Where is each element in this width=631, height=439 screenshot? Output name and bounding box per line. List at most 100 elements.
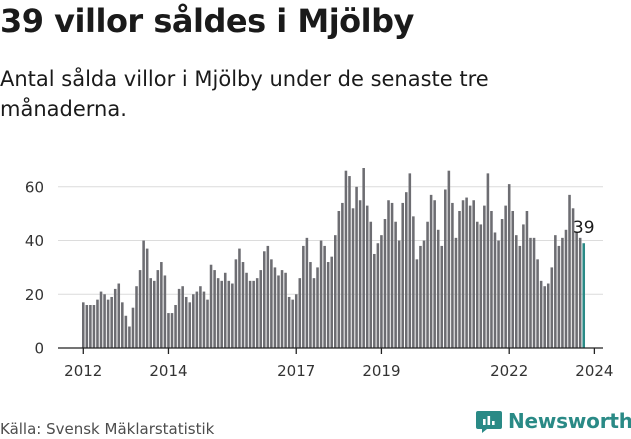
bar	[89, 305, 92, 348]
bar	[419, 245, 422, 348]
bar-highlight	[582, 243, 586, 348]
bar	[156, 270, 160, 348]
bar	[486, 173, 490, 348]
bar	[319, 240, 323, 348]
bar	[227, 280, 231, 348]
bar	[518, 245, 522, 348]
bar	[142, 240, 145, 348]
x-tick-label: 2022	[490, 362, 528, 380]
bar	[348, 176, 351, 348]
bar	[170, 313, 174, 348]
bar	[358, 200, 362, 348]
bar	[92, 305, 96, 348]
bar	[220, 280, 223, 348]
bar	[188, 302, 192, 348]
bar	[444, 189, 447, 348]
bar	[362, 168, 365, 348]
bar	[259, 270, 263, 348]
bar	[412, 216, 415, 348]
bar	[525, 210, 529, 348]
bar	[376, 243, 380, 348]
bar	[561, 237, 564, 348]
bar	[106, 299, 110, 348]
x-tick-label: 2012	[64, 362, 102, 380]
bar	[422, 240, 426, 348]
bar	[323, 245, 326, 348]
chart-subtitle: Antal sålda villor i Mjölby under de sen…	[0, 67, 489, 121]
bar	[536, 259, 539, 348]
bar	[401, 202, 404, 348]
bar	[454, 237, 458, 348]
bar	[177, 288, 181, 348]
bar	[199, 286, 202, 348]
x-tick-label: 2024	[575, 362, 613, 380]
bar	[206, 299, 209, 348]
y-tick-label: 20	[25, 286, 44, 304]
bar	[575, 232, 578, 348]
bar	[571, 208, 575, 348]
bar	[202, 291, 206, 348]
bar	[497, 240, 500, 348]
bar	[241, 262, 245, 348]
bar	[248, 280, 252, 348]
bar	[209, 264, 213, 348]
bar	[128, 326, 131, 348]
bar	[184, 296, 188, 348]
bar	[113, 288, 117, 348]
bar	[273, 267, 277, 348]
bar	[309, 262, 312, 348]
bar	[426, 221, 429, 348]
bar	[408, 173, 412, 348]
bars	[82, 168, 586, 348]
bar	[550, 267, 554, 348]
bar	[472, 200, 475, 348]
x-tick-label: 2019	[362, 362, 400, 380]
bar	[373, 253, 376, 348]
y-axis-labels: 0 20 40 60	[25, 178, 44, 357]
bar	[447, 170, 451, 348]
bar	[554, 235, 557, 348]
bar	[330, 256, 334, 348]
bar	[365, 205, 369, 348]
bar	[522, 224, 525, 348]
bar	[312, 278, 316, 348]
bar	[490, 210, 493, 348]
bar	[507, 184, 511, 348]
bar	[231, 283, 234, 348]
chart-title: 39 villor såldes i Mjölby	[0, 2, 414, 40]
bar	[213, 270, 216, 348]
last-value-label: 39	[573, 218, 595, 238]
bar	[568, 194, 571, 348]
bar	[515, 235, 518, 348]
bar	[152, 280, 156, 348]
bar	[355, 186, 358, 348]
bar	[493, 232, 497, 348]
bar	[82, 302, 85, 348]
bar	[110, 296, 113, 348]
bar	[103, 294, 106, 348]
bar	[479, 224, 483, 348]
bar	[369, 221, 373, 348]
bar	[397, 240, 401, 348]
bar	[380, 235, 383, 348]
bar	[433, 200, 436, 348]
bar	[131, 307, 135, 348]
bar	[483, 205, 486, 348]
bar	[238, 248, 241, 348]
bar	[266, 245, 270, 348]
y-tick-label: 60	[25, 178, 44, 196]
x-tick-label: 2017	[277, 362, 315, 380]
bar	[546, 283, 550, 348]
bar	[145, 248, 149, 348]
bar	[500, 219, 504, 348]
bar	[465, 197, 468, 348]
bar	[234, 259, 238, 348]
x-tick-label: 2014	[149, 362, 187, 380]
bar	[280, 270, 284, 348]
bar	[475, 221, 479, 348]
bar	[245, 272, 248, 348]
newsworthy-logo[interactable]: Newsworthy	[476, 408, 631, 434]
bar	[564, 229, 568, 348]
bar	[252, 280, 255, 348]
